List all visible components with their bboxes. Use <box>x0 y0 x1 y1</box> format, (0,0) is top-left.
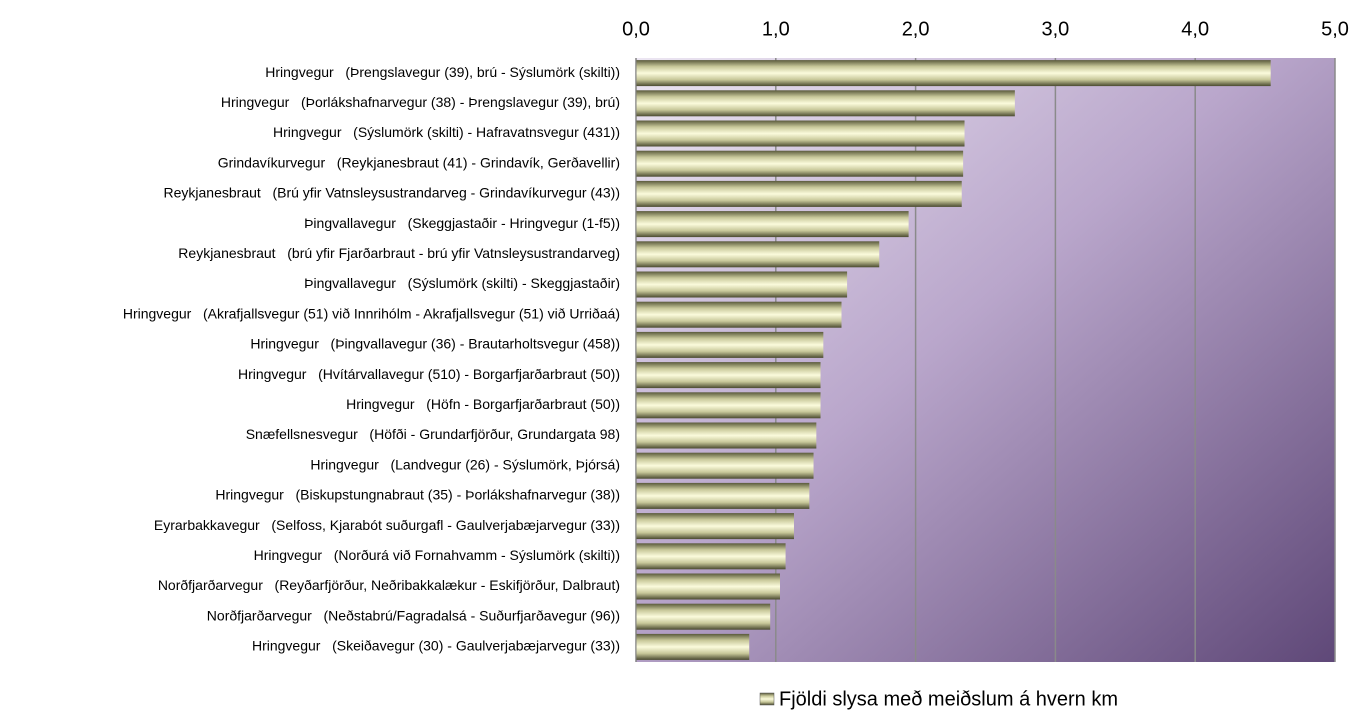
bar <box>636 603 771 630</box>
legend-label: Fjöldi slysa með meiðslum á hvern km <box>779 688 1118 710</box>
bar <box>636 482 810 509</box>
y-tick-label: Snæfellsnesvegur (Höfði - Grundarfjörður… <box>246 426 620 442</box>
y-tick-label: Þingvallavegur (Skeggjastaðir - Hringveg… <box>304 215 620 231</box>
bar <box>636 422 817 449</box>
x-tick-label: 5,0 <box>1321 18 1349 40</box>
y-tick-label: Hringvegur (Norðurá við Fornahvamm - Sýs… <box>254 547 620 563</box>
bar <box>636 362 821 389</box>
bar <box>636 513 794 540</box>
y-tick-label: Grindavíkurvegur (Reykjanesbraut (41) - … <box>218 154 620 170</box>
y-tick-label: Hringvegur (Skeiðavegur (30) - Gaulverja… <box>252 638 620 654</box>
bar <box>636 60 1271 87</box>
bar <box>636 392 821 419</box>
bar <box>636 573 780 600</box>
y-tick-label: Norðfjarðarvegur (Neðstabrú/Fagradalsá -… <box>207 607 620 623</box>
y-tick-label: Þingvallavegur (Sýslumörk (skilti) - Ske… <box>304 275 620 291</box>
plot-area <box>636 58 1335 662</box>
y-tick-label: Hringvegur (Höfn - Borgarfjarðarbraut (5… <box>346 396 620 412</box>
bar <box>636 543 786 570</box>
y-tick-label: Hringvegur (Landvegur (26) - Sýslumörk, … <box>310 456 620 472</box>
y-tick-label: Norðfjarðarvegur (Reyðarfjörður, Neðriba… <box>158 577 620 593</box>
y-tick-label: Reykjanesbraut (brú yfir Fjarðarbraut - … <box>178 245 620 261</box>
x-tick-label: 4,0 <box>1181 18 1209 40</box>
bar <box>636 211 909 238</box>
y-tick-label: Eyrarbakkavegur (Selfoss, Kjarabót suður… <box>154 517 620 533</box>
y-tick-label: Hringvegur (Biskupstungnabraut (35) - Þo… <box>215 487 620 503</box>
bar <box>636 150 964 177</box>
y-tick-label: Hringvegur (Akrafjallsvegur (51) við Inn… <box>123 305 620 321</box>
bar <box>636 90 1015 117</box>
bar <box>636 180 962 207</box>
x-tick-label: 1,0 <box>762 18 790 40</box>
x-tick-label: 2,0 <box>902 18 930 40</box>
y-tick-label: Hringvegur (Hvítárvallavegur (510) - Bor… <box>238 366 620 382</box>
y-tick-label: Hringvegur (Þorlákshafnarvegur (38) - Þr… <box>221 94 620 110</box>
bar <box>636 331 824 358</box>
y-tick-label: Hringvegur (Sýslumörk (skilti) - Hafrava… <box>273 124 620 140</box>
y-tick-label: Hringvegur (Þingvallavegur (36) - Brauta… <box>250 336 620 352</box>
bar <box>636 301 842 328</box>
bar <box>636 633 750 660</box>
bar <box>636 241 880 268</box>
x-tick-label: 3,0 <box>1041 18 1069 40</box>
x-tick-label: 0,0 <box>622 18 650 40</box>
bar <box>636 120 965 147</box>
y-tick-label: Reykjanesbraut (Brú yfir Vatnsleysustran… <box>164 185 620 201</box>
bar <box>636 271 848 298</box>
bar <box>636 452 814 479</box>
legend-swatch <box>759 692 775 706</box>
y-tick-label: Hringvegur (Þrengslavegur (39), brú - Sý… <box>265 64 620 80</box>
